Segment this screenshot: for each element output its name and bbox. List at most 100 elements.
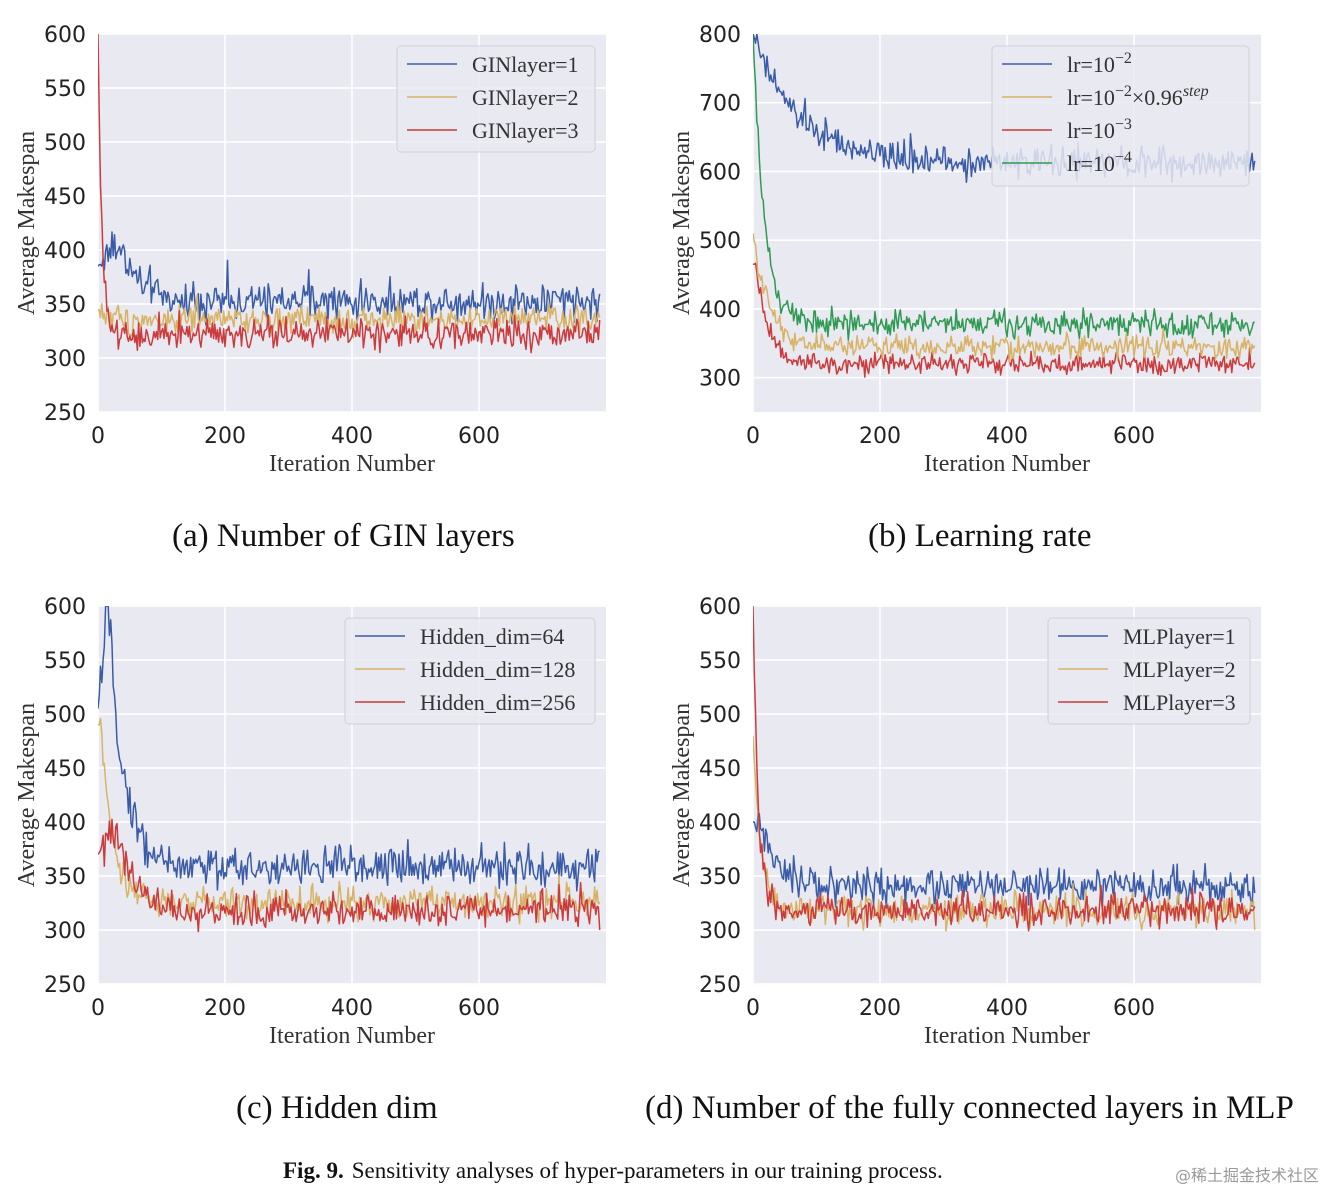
series-line-2	[98, 294, 601, 339]
x-tick-label: 400	[331, 424, 373, 449]
y-tick-label: 500	[44, 131, 86, 156]
y-tick-label: 550	[699, 649, 741, 674]
y-tick-label: 450	[699, 757, 741, 782]
x-tick-label: 0	[746, 996, 760, 1021]
caption-c: (c) Hidden dim	[236, 1090, 438, 1126]
x-tick-label: 200	[859, 424, 901, 449]
series-line-3	[753, 606, 1256, 932]
y-axis-label: Average Makespan	[14, 131, 40, 315]
chart-panel-d: 0 200 400 600 250 300 350 400 450 500 550 600 Iterat…	[655, 572, 1295, 1062]
series-group	[753, 606, 1256, 932]
series-line-1	[98, 606, 600, 892]
series-line-3	[98, 34, 601, 354]
series-group	[98, 606, 601, 933]
legend-label-2: lr=10−2×0.96step	[1067, 83, 1209, 110]
y-tick-label: 400	[699, 811, 741, 836]
y-tick-label: 450	[44, 757, 86, 782]
chart-panel-b: 0 200 400 600 300 400 500 600 700 800 Iteration Nu…	[655, 0, 1295, 490]
y-tick-label: 600	[699, 160, 741, 185]
y-tick-label: 450	[44, 185, 86, 210]
y-tick-label: 250	[699, 973, 741, 998]
y-tick-label: 500	[699, 229, 741, 254]
y-tick-label: 300	[699, 919, 741, 944]
legend-label-1: MLPlayer=1	[1123, 624, 1236, 649]
y-tick-label: 800	[699, 23, 741, 48]
y-tick-label: 350	[699, 865, 741, 890]
series-line-4	[753, 34, 1255, 341]
series-line-2	[753, 233, 1256, 364]
x-axis-label: Iteration Number	[269, 1023, 435, 1049]
series-group	[98, 34, 601, 354]
chart-b: 0 200 400 600 300 400 500 600 700 800 Iteration Nu…	[669, 23, 1261, 477]
caption-d: (d) Number of the fully connected layers…	[645, 1090, 1294, 1126]
legend-label-3: MLPlayer=3	[1123, 690, 1236, 715]
x-tick-label: 400	[986, 996, 1028, 1021]
x-tick-label: 400	[331, 996, 373, 1021]
legend-box	[1047, 617, 1251, 725]
y-axis-label: Average Makespan	[669, 703, 695, 887]
x-tick-label: 200	[204, 996, 246, 1021]
x-tick-label: 600	[1113, 996, 1155, 1021]
series-line-3	[753, 262, 1256, 378]
series-line-1	[98, 231, 601, 326]
legend: GINlayer=1 GINlayer=2 GINlayer=3	[396, 45, 596, 153]
caption-b: (b) Learning rate	[868, 518, 1092, 554]
y-tick-label: 700	[699, 92, 741, 117]
x-tick-label: 0	[91, 996, 105, 1021]
legend-box	[344, 617, 596, 725]
legend-box	[396, 45, 596, 153]
legend: MLPlayer=1 MLPlayer=2 MLPlayer=3	[1047, 617, 1251, 725]
figure-caption-text: Sensitivity analyses of hyper-parameters…	[351, 1158, 943, 1183]
y-tick-label: 600	[44, 23, 86, 48]
y-tick-label: 300	[44, 347, 86, 372]
x-tick-label: 200	[859, 996, 901, 1021]
legend: Hidden_dim=64 Hidden_dim=128 Hidden_dim=25…	[344, 617, 596, 725]
y-tick-label: 400	[44, 239, 86, 264]
y-tick-label: 400	[699, 298, 741, 323]
x-tick-label: 600	[1113, 424, 1155, 449]
y-tick-label: 250	[44, 973, 86, 998]
figure-caption: Fig. 9. Sensitivity analyses of hyper-par…	[283, 1158, 943, 1184]
y-tick-label: 350	[44, 865, 86, 890]
y-tick-label: 500	[44, 703, 86, 728]
y-tick-label: 300	[699, 367, 741, 392]
x-tick-label: 200	[204, 424, 246, 449]
x-tick-label: 400	[986, 424, 1028, 449]
y-tick-label: 550	[44, 77, 86, 102]
legend: lr=10−2 lr=10−2×0.96step lr=10−3 lr=10−4	[991, 45, 1250, 187]
legend-label-4: lr=10−4	[1067, 149, 1132, 176]
legend-label-2: Hidden_dim=128	[420, 657, 575, 682]
y-tick-label: 500	[699, 703, 741, 728]
y-tick-label: 400	[44, 811, 86, 836]
series-line-2	[98, 717, 601, 925]
figure-caption-label: Fig. 9.	[283, 1158, 344, 1183]
legend-label-3: Hidden_dim=256	[420, 690, 575, 715]
legend-label-2: MLPlayer=2	[1123, 657, 1236, 682]
legend-label-1: Hidden_dim=64	[420, 624, 564, 649]
watermark: @稀土掘金技术社区	[1175, 1166, 1320, 1185]
series-line-1	[753, 811, 1256, 910]
x-tick-label: 0	[746, 424, 760, 449]
y-tick-label: 350	[44, 293, 86, 318]
chart-panel-c: 0 200 400 600 250 300 350 400 450 500 550 600 Iterat…	[0, 572, 640, 1062]
y-tick-label: 600	[699, 595, 741, 620]
x-axis-label: Iteration Number	[269, 451, 435, 477]
series-line-2	[753, 735, 1256, 932]
legend-label-1: lr=10−2	[1067, 50, 1132, 77]
x-axis-label: Iteration Number	[924, 1023, 1090, 1049]
x-tick-label: 600	[458, 996, 500, 1021]
legend-label-3: GINlayer=3	[472, 118, 578, 143]
caption-a: (a) Number of GIN layers	[172, 518, 515, 554]
series-line-3	[98, 818, 601, 933]
legend-label-3: lr=10−3	[1067, 116, 1132, 143]
y-axis-label: Average Makespan	[14, 703, 40, 887]
legend-box	[991, 45, 1250, 187]
y-tick-label: 600	[44, 595, 86, 620]
x-axis-label: Iteration Number	[924, 451, 1090, 477]
legend-label-1: GINlayer=1	[472, 52, 578, 77]
y-tick-label: 300	[44, 919, 86, 944]
chart-panel-a: 0 200 400 600 250 300 350 400 450 500 550 600 Iterat…	[0, 0, 640, 490]
y-tick-label: 250	[44, 401, 86, 426]
chart-d: 0 200 400 600 250 300 350 400 450 500 550 600 Iterat…	[669, 595, 1261, 1049]
chart-a: 0 200 400 600 250 300 350 400 450 500 550 600 Iterat…	[14, 23, 606, 477]
